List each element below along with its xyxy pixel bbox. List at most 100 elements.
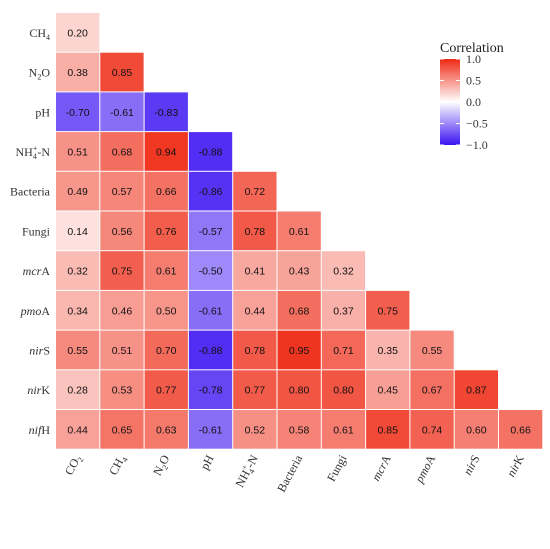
heatmap-cell [233,410,277,449]
cell-value-label: 0.50 [156,305,177,317]
cell-value-label: 0.75 [378,305,399,317]
heatmap-cell [277,370,321,409]
row-label-nh4-n: NH4+-N [15,144,50,161]
row-label-ch4: CH4 [29,26,50,42]
cell-value-label: -0.61 [199,305,223,317]
cell-value-label: 0.61 [333,424,354,436]
cell-value-label: 0.65 [112,424,133,436]
heatmap-cell [277,290,321,330]
cell-value-label: 0.68 [112,146,133,158]
heatmap-cell [277,211,321,251]
heatmap-cell [56,330,100,370]
cell-value-label: 0.80 [289,385,310,397]
cell-value-label: 0.78 [245,345,266,357]
cell-value-label: -0.57 [199,226,223,238]
column-label-pmoa: pmoA [412,452,439,486]
cell-value-label: 0.61 [156,266,177,278]
heatmap-cell [366,410,410,449]
heatmap-cell [56,13,100,52]
cell-value-label: 0.61 [289,226,310,238]
legend-tick-label: 1.0 [466,52,481,66]
cell-value-label: 0.46 [112,305,133,317]
heatmap-cell [56,92,100,132]
cell-value-label: 0.78 [245,226,266,238]
column-label-n2o: N2O [150,452,174,479]
heatmap-cell [144,370,188,409]
column-label-nh4-n: NH4+-N [232,452,263,491]
cell-value-label: 0.66 [510,424,531,436]
cell-value-label: 0.76 [156,226,177,238]
heatmap-cell [366,330,410,370]
heatmap-cell [100,251,144,290]
heatmap-cell [321,370,366,409]
cell-value-label: 0.94 [156,146,177,158]
heatmap-cell [56,52,100,92]
cell-value-label: 0.34 [67,305,88,317]
legend-colorbar [440,59,460,145]
heatmap-cell [410,330,454,370]
heatmap-cell [100,370,144,409]
cell-value-label: -0.70 [66,107,90,119]
heatmap-cell [100,92,144,132]
heatmap-cell [277,251,321,290]
heatmap-cell [188,132,233,171]
legend-tick-label: −1.0 [466,138,488,152]
heatmap-cell [410,370,454,409]
cell-value-label: 0.56 [112,226,133,238]
heatmap-cell [277,410,321,449]
cell-value-label: 0.55 [67,345,88,357]
cell-value-label: 0.77 [156,385,177,397]
cell-value-label: 0.20 [67,27,88,39]
heatmap-cell [188,330,233,370]
cell-value-label: -0.61 [199,424,223,436]
legend-title: Correlation [440,41,504,56]
cell-value-label: 0.41 [245,266,266,278]
cell-value-label: 0.85 [112,67,133,79]
heatmap-cell [100,171,144,211]
row-label-nirs: nirS [29,343,50,357]
cell-value-label: 0.63 [156,424,177,436]
heatmap-cell [321,290,366,330]
row-label-pmoa: pmoA [20,304,51,318]
column-label-ph: pH [197,452,216,472]
row-label-ph: pH [35,105,50,119]
column-label-ch4: CH4 [106,453,130,479]
column-labels: CO2 CH4 N2O pH NH4+-N Bacteria Fungi mcrA pmoA ni… [62,452,527,494]
column-label-nirk: nirK [504,452,527,479]
cell-value-label: 0.28 [67,385,88,397]
heatmap-cell [56,211,100,251]
cell-value-label: 0.45 [378,385,399,397]
heatmap-cell [144,290,188,330]
heatmap-cell [100,211,144,251]
heatmap-cell [233,370,277,409]
cell-value-label: 0.95 [289,345,310,357]
cell-value-label: 0.35 [378,345,399,357]
heatmap-cell [321,330,366,370]
cell-value-label: -0.88 [199,146,223,158]
cell-value-label: -0.50 [199,266,223,278]
heatmap-cell [188,171,233,211]
row-labels: CH4 N2O pH NH4+-N Bacteria Fungi mcrA pmoA nirS n… [10,26,51,437]
cell-value-label: -0.78 [199,385,223,397]
column-label-bacteria: Bacteria [274,452,305,494]
cell-value-label: -0.83 [154,107,178,119]
cell-value-label: 0.53 [112,385,133,397]
cell-value-label: 0.55 [422,345,443,357]
cell-value-label: 0.67 [422,385,443,397]
legend-tick-label: −0.5 [466,117,488,131]
heatmap-cell [233,290,277,330]
cell-value-label: 0.44 [245,305,266,317]
cell-value-label: -0.86 [199,186,223,198]
legend: Correlation 1.0 0.5 0.0 −0.5 −1.0 [440,41,504,152]
cell-value-label: -0.88 [199,345,223,357]
cell-value-label: 0.32 [67,266,88,278]
cell-value-label: 0.51 [67,146,88,158]
heatmap-cell [410,410,454,449]
cell-value-label: 0.80 [333,385,354,397]
heatmap-cell [321,410,366,449]
heatmap-cell [233,211,277,251]
legend-tick-label: 0.0 [466,95,481,109]
heatmap-cell [144,330,188,370]
row-label-nirk: nirK [27,383,50,397]
cell-value-label: 0.87 [466,385,487,397]
